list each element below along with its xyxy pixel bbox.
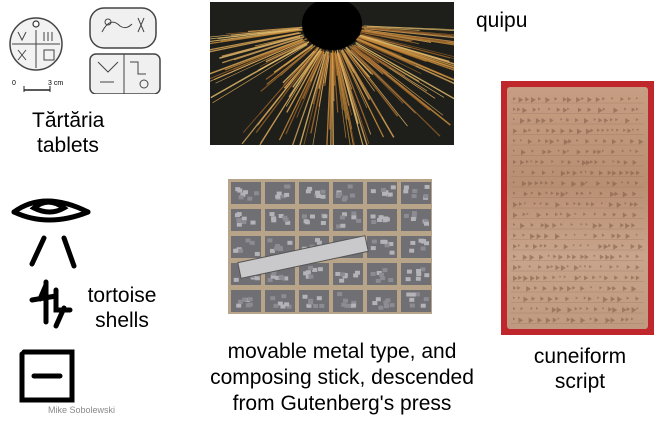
type-case [228,179,432,314]
cuneiform-caption-line2: script [554,370,606,393]
quipu-photo [210,2,454,145]
tartaria-caption-line1: Tărtăria [32,109,105,132]
movable-caption-line1: movable metal type, and [227,340,457,363]
tortoise-caption-line1: tortoise [87,284,157,307]
movable-caption-line3: from Gutenberg's press [232,392,452,415]
movable-type-caption: movable metal type, and composing stick,… [188,339,496,417]
cuneiform-tablet-photo [501,81,654,335]
quipu-caption: quipu [476,9,528,32]
tartaria-tablets-drawing [9,7,161,94]
photo-credit: Mike Sobolewski [48,405,116,415]
tartaria-caption-line2: tablets [37,134,99,157]
movable-caption-line2: composing stick, descended [210,366,474,389]
cuneiform-caption-line1: cuneiform [533,345,627,368]
tortoise-caption-line2: shells [95,309,149,332]
movable-type-photo [228,179,432,314]
scale-zero: 0 [12,80,16,87]
cuneiform-marks [511,97,644,324]
oracle-bone-characters [11,198,91,403]
quipu-strands [210,2,454,145]
scale-unit: 3 cm [48,80,64,87]
cuneiform-caption: cuneiform script [520,344,640,394]
tortoise-caption: tortoise shells [80,283,164,333]
tartaria-caption: Tărtăria tablets [32,108,132,158]
